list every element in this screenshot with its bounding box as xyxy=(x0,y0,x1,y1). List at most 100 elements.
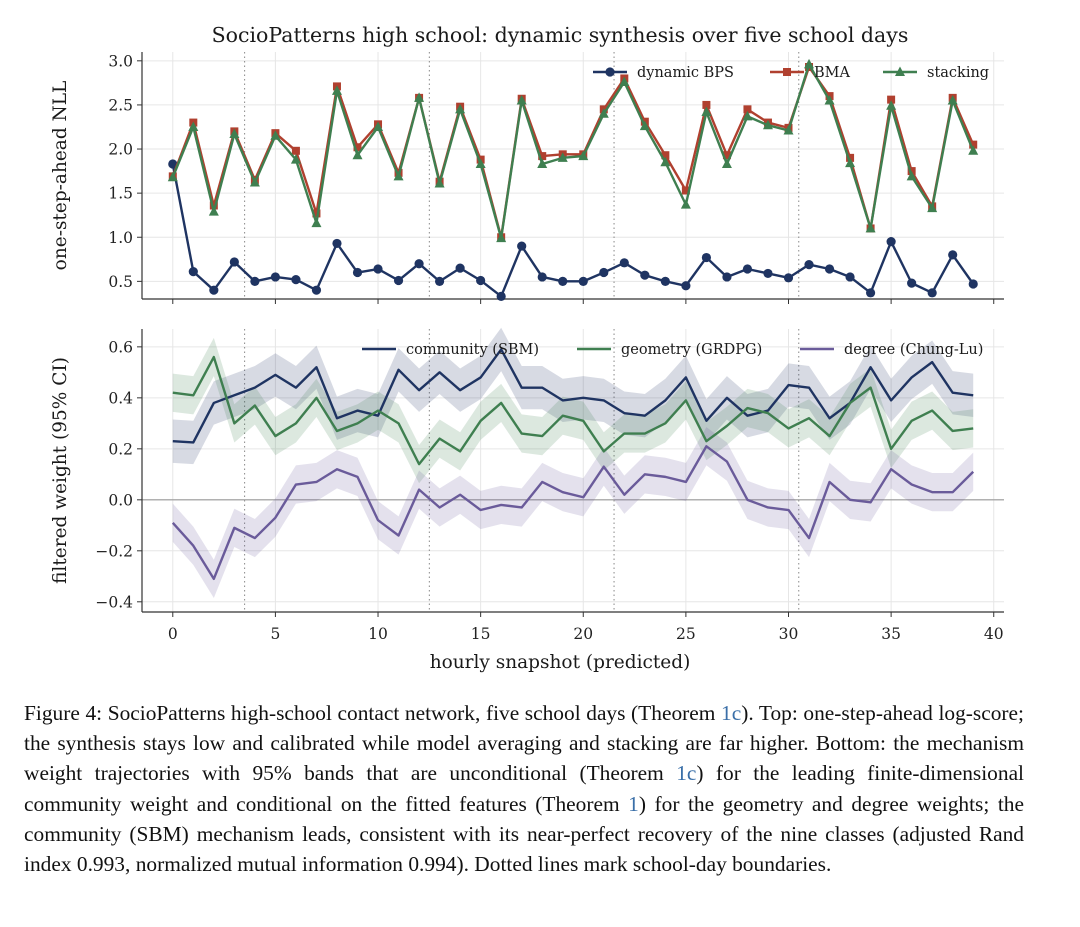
data-point xyxy=(968,145,979,155)
y-tick-label: 1.0 xyxy=(108,229,133,247)
y-tick-label: 0.6 xyxy=(108,338,133,356)
data-point xyxy=(906,170,917,181)
data-point xyxy=(291,274,301,285)
data-point xyxy=(824,264,835,274)
data-point xyxy=(537,158,548,169)
data-point xyxy=(188,267,198,277)
data-point xyxy=(578,150,589,161)
data-point xyxy=(167,171,178,182)
data-point xyxy=(865,288,876,298)
y-axis-label: filtered weight (95% CI) xyxy=(50,357,71,584)
data-point xyxy=(270,130,281,140)
x-tick-label: 15 xyxy=(471,625,491,643)
data-point xyxy=(680,199,691,209)
data-point xyxy=(476,275,486,286)
figure: SocioPatterns high school: dynamic synth… xyxy=(50,23,1004,673)
series-line xyxy=(171,63,975,240)
y-tick-label: 2.5 xyxy=(108,96,133,114)
figure-caption: Figure 4: SocioPatterns high-school cont… xyxy=(24,698,1024,879)
series-line xyxy=(171,445,975,581)
data-point xyxy=(907,278,917,288)
data-point xyxy=(455,263,465,273)
y-tick-label: −0.2 xyxy=(95,542,133,560)
legend-marker xyxy=(783,68,791,76)
data-point xyxy=(722,272,732,282)
theorem-ref-link[interactable]: 1 xyxy=(628,791,639,816)
data-point xyxy=(639,120,650,131)
data-point xyxy=(331,85,342,95)
data-point xyxy=(537,272,547,282)
data-point xyxy=(968,279,978,289)
data-point xyxy=(332,238,342,249)
data-point xyxy=(762,119,773,130)
y-axis-label: one-step-ahead NLL xyxy=(50,81,71,271)
legend-label: BMA xyxy=(814,65,851,81)
data-point xyxy=(681,186,690,195)
data-point xyxy=(783,273,794,283)
theorem-ref-link[interactable]: 1c xyxy=(676,761,697,786)
y-tick-label: 0.2 xyxy=(108,440,133,458)
data-point xyxy=(701,252,712,263)
data-point xyxy=(927,202,938,213)
data-point xyxy=(250,276,260,286)
data-point xyxy=(434,276,445,286)
data-point xyxy=(352,267,363,278)
data-point xyxy=(229,128,240,139)
caption-text-1: Figure 4: SocioPatterns high-school cont… xyxy=(24,701,721,725)
x-tick-label: 35 xyxy=(881,625,901,643)
data-point xyxy=(865,222,876,233)
data-point xyxy=(270,272,281,282)
y-tick-label: −0.4 xyxy=(95,593,133,611)
data-point xyxy=(947,95,958,105)
theorem-ref-link[interactable]: 1c xyxy=(721,701,742,725)
x-tick-label: 0 xyxy=(168,625,178,643)
legend-label: geometry (GRDPG) xyxy=(621,342,762,358)
legend-label: dynamic BPS xyxy=(637,65,734,81)
data-point xyxy=(311,217,322,228)
data-point xyxy=(496,232,507,243)
data-point xyxy=(188,121,199,131)
data-point xyxy=(373,264,383,274)
data-point xyxy=(742,264,753,274)
data-point xyxy=(742,110,753,121)
x-tick-label: 5 xyxy=(270,625,280,643)
data-point xyxy=(414,259,424,269)
series-line xyxy=(171,65,975,239)
data-point xyxy=(373,121,384,131)
y-tick-label: 0.0 xyxy=(108,491,133,509)
data-point xyxy=(557,152,568,162)
data-point xyxy=(763,268,773,279)
data-point xyxy=(290,154,301,164)
series-line xyxy=(172,348,974,444)
data-point xyxy=(312,209,321,218)
ci-band xyxy=(172,327,974,465)
x-tick-label: 10 xyxy=(368,625,388,643)
y-tick-label: 0.5 xyxy=(108,273,133,291)
data-point xyxy=(845,272,855,282)
legend-label: community (SBM) xyxy=(406,342,539,358)
caption-text-3: ) for the leading finite-dimensional com… xyxy=(24,761,1025,816)
data-point xyxy=(948,250,958,260)
data-point xyxy=(229,257,239,267)
data-point xyxy=(783,125,794,135)
data-point xyxy=(496,291,506,301)
data-point xyxy=(311,285,322,295)
legend-marker xyxy=(605,67,615,77)
data-point xyxy=(393,275,404,286)
data-point xyxy=(824,95,835,105)
data-point xyxy=(886,100,897,110)
y-tick-label: 3.0 xyxy=(108,52,133,70)
data-point xyxy=(804,259,814,270)
caption-text-4: ) for the geometry and degree weights; t… xyxy=(24,791,1024,877)
data-point xyxy=(721,158,732,169)
data-point xyxy=(538,152,547,161)
data-point xyxy=(681,281,691,291)
data-point xyxy=(208,206,219,216)
y-tick-label: 0.4 xyxy=(108,389,133,407)
data-point xyxy=(619,76,630,86)
x-tick-label: 20 xyxy=(573,625,593,643)
data-point xyxy=(660,156,671,167)
ci-band xyxy=(172,337,974,484)
data-point xyxy=(660,276,670,286)
data-point xyxy=(701,106,712,116)
